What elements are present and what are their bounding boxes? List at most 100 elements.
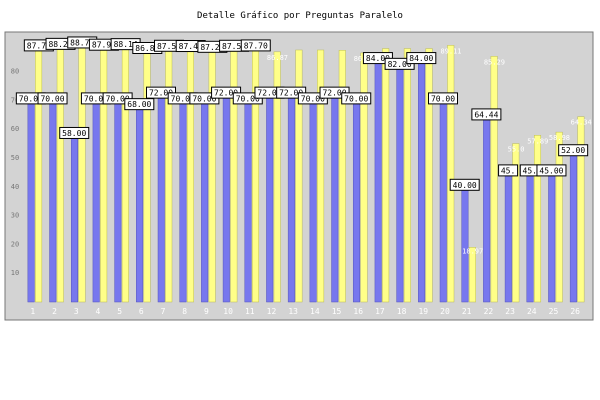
x-tick-label: 13 xyxy=(288,307,298,316)
x-tick-label: 17 xyxy=(375,307,385,316)
y-tick-label: 70 xyxy=(11,96,19,104)
bar-series-1 xyxy=(70,134,78,303)
data-label-series-1: 72.00 xyxy=(279,89,303,98)
bar-series-2 xyxy=(100,48,108,303)
x-tick-label: 22 xyxy=(484,307,494,316)
data-label-series-2: 87.70 xyxy=(244,41,268,50)
x-tick-label: 3 xyxy=(74,307,79,316)
x-tick-label: 20 xyxy=(440,307,450,316)
data-label-series-2: 18.97 xyxy=(462,247,483,255)
bar-series-1 xyxy=(374,59,382,303)
bar-series-1 xyxy=(114,100,122,303)
bar-series-1 xyxy=(287,94,295,303)
bar-series-1 xyxy=(266,94,274,303)
data-label-series-1-box xyxy=(124,98,155,111)
bar-series-2 xyxy=(360,52,368,303)
x-tick-label: 23 xyxy=(505,307,515,316)
bar-series-1 xyxy=(396,65,404,303)
bar-series-1 xyxy=(548,172,556,303)
data-label-series-1: 58.00 xyxy=(62,129,86,138)
x-tick-label: 9 xyxy=(204,307,209,316)
bar-series-1 xyxy=(179,100,187,303)
y-tick-label: 30 xyxy=(11,212,19,220)
bar-series-1 xyxy=(309,100,317,303)
data-label-series-1: 70.00 xyxy=(84,94,108,103)
x-tick-label: 24 xyxy=(527,307,537,316)
data-label-series-2: 88.73 xyxy=(70,38,94,47)
data-label-series-2: 58.98 xyxy=(549,134,570,142)
data-label-series-1: 82.00 xyxy=(388,60,412,69)
data-label-series-1-box xyxy=(59,126,90,139)
data-label-series-1: 72.00 xyxy=(214,89,238,98)
bar-series-1 xyxy=(27,100,35,303)
x-tick-label: 1 xyxy=(30,307,35,316)
bar-series-2 xyxy=(295,49,303,303)
bar-series-1 xyxy=(49,100,57,303)
bar-series-2 xyxy=(78,46,86,303)
data-label-series-1: 70.00 xyxy=(344,94,368,103)
bar-series-1 xyxy=(569,151,577,303)
x-tick-label: 25 xyxy=(549,307,559,316)
data-label-series-1: 70.00 xyxy=(236,94,260,103)
data-label-series-2: 64.34 xyxy=(571,119,592,127)
data-label-series-1-box xyxy=(428,92,458,105)
bar-series-2 xyxy=(534,135,542,303)
bar-series-2 xyxy=(512,143,520,303)
bar-series-2 xyxy=(555,131,563,303)
bar-series-2 xyxy=(317,49,325,303)
x-tick-label: 10 xyxy=(223,307,233,316)
data-label-series-2: 85.29 xyxy=(484,58,505,66)
data-label-series-1: 70.00 xyxy=(301,94,325,103)
data-label-series-1: 70.00 xyxy=(19,94,43,103)
x-tick-label: 16 xyxy=(353,307,363,316)
bar-series-1 xyxy=(157,94,165,303)
x-tick-label: 5 xyxy=(117,307,122,316)
data-label-series-1-box xyxy=(471,108,502,121)
data-label-series-2: 57.89 xyxy=(527,137,548,145)
data-label-series-1: 70.00 xyxy=(171,94,195,103)
data-label-series-1: 70.00 xyxy=(431,94,455,103)
y-tick-label: 20 xyxy=(11,240,19,248)
data-label-series-2: 87.58 xyxy=(157,42,181,51)
data-label-series-1-box xyxy=(406,52,437,65)
bar-series-2 xyxy=(490,56,498,303)
bar-series-2 xyxy=(403,48,411,303)
bar-series-1 xyxy=(136,105,144,303)
x-tick-label: 15 xyxy=(332,307,342,316)
bar-series-1 xyxy=(418,59,426,303)
y-tick-label: 60 xyxy=(11,125,19,133)
x-tick-label: 18 xyxy=(397,307,407,316)
bar-series-1 xyxy=(92,100,100,303)
bar-series-1 xyxy=(352,100,360,303)
bar-series-2 xyxy=(273,51,281,303)
x-tick-label: 2 xyxy=(52,307,57,316)
data-label-series-1: 72.00 xyxy=(322,89,346,98)
data-label-series-1: 70.00 xyxy=(192,94,216,103)
data-label-series-1: 70.00 xyxy=(40,94,64,103)
bar-series-2 xyxy=(468,247,476,303)
data-label-series-1: 64.44 xyxy=(474,110,498,119)
data-label-series-2: 88.14 xyxy=(114,40,138,49)
bar-series-2 xyxy=(447,45,455,303)
data-label-series-2-box xyxy=(240,39,271,52)
bar-series-2 xyxy=(382,48,390,303)
data-label-series-2: 87.49 xyxy=(179,42,203,51)
bar-series-1 xyxy=(483,116,491,303)
bar-series-1 xyxy=(331,94,339,303)
x-tick-label: 8 xyxy=(182,307,187,316)
bar-series-1 xyxy=(526,172,534,303)
bar-series-1 xyxy=(504,172,512,303)
data-label-series-1: 68.00 xyxy=(127,100,151,109)
bar-series-2 xyxy=(338,50,346,303)
x-tick-label: 4 xyxy=(96,307,101,316)
data-label-series-1-box xyxy=(498,164,519,177)
y-tick-label: 40 xyxy=(11,183,19,191)
x-tick-label: 12 xyxy=(267,307,277,316)
data-label-series-1-box xyxy=(341,92,372,105)
data-label-series-1: 45.00 xyxy=(539,166,563,175)
y-tick-label: 80 xyxy=(11,68,19,76)
data-label-series-2: 87.22 xyxy=(200,43,224,52)
x-tick-label: 6 xyxy=(139,307,144,316)
bar-series-1 xyxy=(439,100,447,303)
